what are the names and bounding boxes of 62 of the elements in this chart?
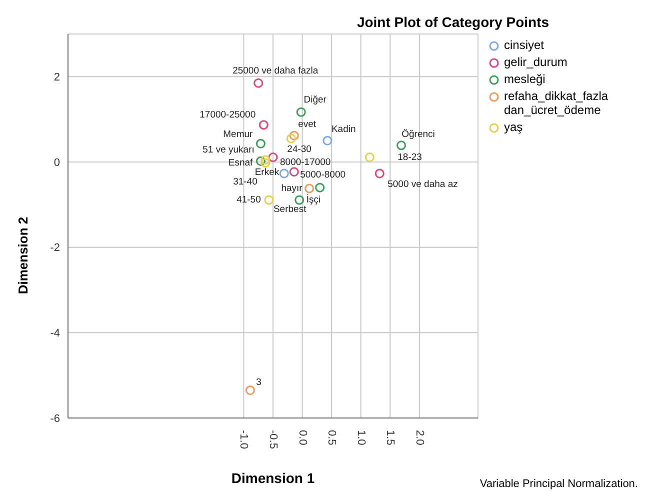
point <box>256 138 266 148</box>
annotation: 17000-25000 <box>200 109 256 120</box>
x-tick-label: 1.0 <box>354 430 367 446</box>
point <box>260 158 270 168</box>
x-tick-label: 0.0 <box>296 430 308 446</box>
annotation: 8000-17000 <box>280 156 331 168</box>
point <box>374 168 384 178</box>
point <box>264 195 274 205</box>
legend-label: cinsiyet <box>504 38 546 52</box>
annotation: 51 ve yukarı <box>202 144 254 156</box>
y-tick-label: -4 <box>50 328 60 340</box>
point <box>396 140 406 150</box>
y-axis-title: Dimension 2 <box>16 216 30 296</box>
point <box>315 182 325 192</box>
point <box>364 152 374 162</box>
point <box>260 155 270 165</box>
y-tick-label: -6 <box>50 412 60 425</box>
x-tick-label: -1.0 <box>238 430 250 449</box>
x-tick-label: 2.0 <box>413 430 426 446</box>
annotation: 31-40 <box>233 176 258 188</box>
annotation: evet <box>298 119 316 130</box>
annotation: Esnaf <box>228 158 254 169</box>
point <box>286 134 296 144</box>
x-tick-label: 0.5 <box>326 430 338 446</box>
annotation: Memur <box>223 129 253 140</box>
legend-label: gelir_durum <box>504 55 568 69</box>
point <box>304 184 314 194</box>
x-axis-title: Dimension 1 <box>230 470 316 486</box>
point <box>322 136 332 146</box>
point <box>289 167 299 177</box>
y-tick-label: -2 <box>50 242 60 254</box>
point <box>254 78 264 88</box>
annotation: 41-50 <box>236 194 261 206</box>
annotation: hayır <box>281 182 302 194</box>
point <box>296 107 306 117</box>
annotation: Diğer <box>304 94 326 106</box>
point <box>294 195 304 205</box>
point <box>289 130 299 140</box>
text: Variable Principal Normalization. <box>478 478 638 490</box>
annotation: Öğrenci <box>402 128 435 140</box>
legend-label: yaş <box>504 120 524 134</box>
y-tick-label: 0 <box>54 156 60 169</box>
annotation: İşçi <box>306 193 321 206</box>
annotation: 18-23 <box>398 152 422 163</box>
x-tick-label: -0.5 <box>267 430 279 449</box>
annotation: Kadin <box>331 124 356 136</box>
annotation: 5000-8000 <box>300 169 346 180</box>
point <box>245 386 255 396</box>
annotation: Serbest <box>273 204 307 216</box>
point <box>256 156 266 166</box>
legend-label: mesleği <box>504 72 546 86</box>
annotation: Erkek <box>254 167 280 178</box>
annotation: 25000 ve daha fazla <box>232 66 319 77</box>
point <box>258 120 268 130</box>
annotation: 5000 ve daha az <box>388 179 458 190</box>
chart-title: Joint Plot of Category Points <box>356 14 550 30</box>
annotation: 24-30 <box>287 144 312 156</box>
x-tick-label: 1.5 <box>384 430 396 446</box>
point <box>268 152 278 162</box>
point <box>279 168 289 178</box>
y-tick-label: 2 <box>54 72 60 84</box>
annotation: 3 <box>256 376 262 388</box>
